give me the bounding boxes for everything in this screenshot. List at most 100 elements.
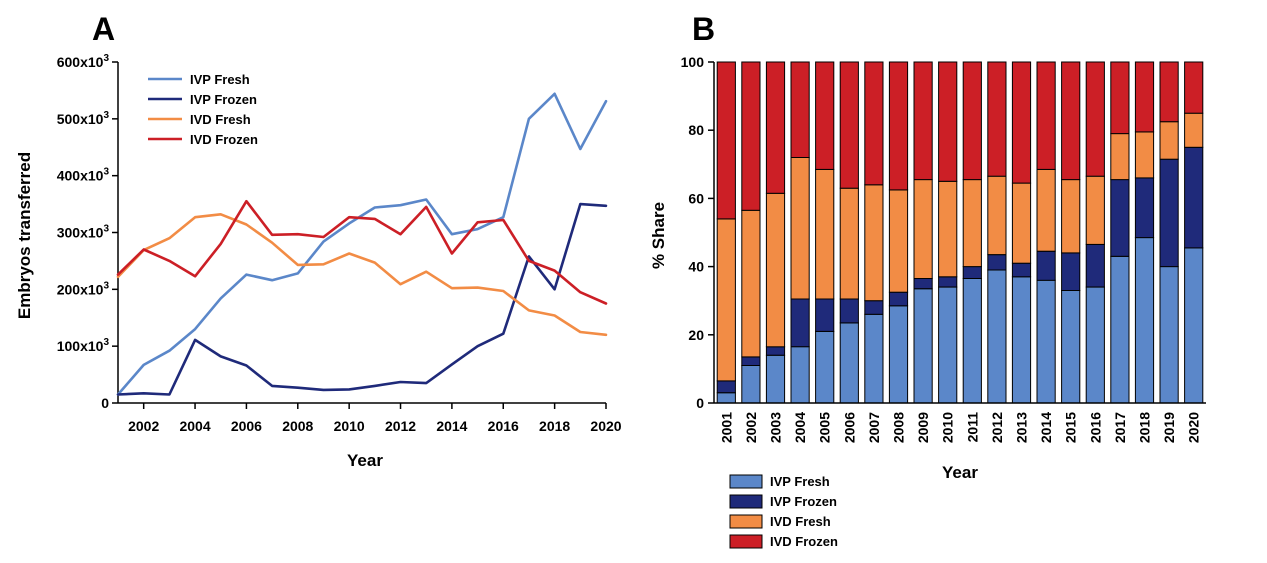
x-tick-label: 2012	[989, 412, 1005, 443]
bar-segment	[1011, 182, 1032, 264]
legend-label: IVP Fresh	[190, 72, 250, 87]
series-line	[116, 199, 608, 305]
bar-segment	[888, 61, 909, 191]
y-tick-label: 400x103	[57, 167, 110, 184]
bar-segment	[1134, 131, 1155, 179]
y-tick-label: 100	[681, 54, 705, 70]
bar-segment	[839, 187, 859, 300]
bar-segment	[1061, 179, 1081, 254]
bar-segment	[864, 61, 884, 186]
bar-segment	[741, 61, 761, 211]
bar-segment	[888, 305, 909, 404]
x-tick-label: 2002	[128, 418, 159, 434]
bar-segment	[913, 61, 933, 181]
bar-segment	[1110, 133, 1130, 181]
y-tick-label: 0	[101, 395, 109, 411]
bar-segment	[1061, 61, 1081, 181]
bar-segment	[1134, 61, 1155, 133]
x-tick-label: 2011	[964, 412, 980, 443]
bar-segment	[1061, 252, 1081, 291]
x-tick-label: 2008	[282, 418, 313, 434]
legend-label: IVD Frozen	[770, 534, 838, 549]
bar-segment	[938, 286, 958, 404]
bar-segment	[938, 61, 958, 182]
bar-segment	[815, 330, 835, 404]
legend-label: IVD Fresh	[770, 514, 831, 529]
bar-segment	[962, 278, 982, 404]
x-tick-label: 2006	[231, 418, 262, 434]
x-tick-label: 2012	[385, 418, 416, 434]
x-tick-label: 2004	[792, 412, 808, 443]
bar-segment	[962, 61, 982, 181]
x-tick-label: 2020	[590, 418, 621, 434]
x-tick-label: 2018	[1137, 412, 1153, 443]
x-axis-title: Year	[347, 451, 383, 470]
bar-segment	[864, 184, 884, 302]
x-tick-label: 2018	[539, 418, 570, 434]
bar-segment	[765, 346, 786, 356]
x-tick-label: 2002	[743, 412, 759, 443]
bar-segment	[1184, 61, 1204, 114]
legend-label: IVP Frozen	[190, 92, 257, 107]
bar-segment	[839, 61, 859, 189]
y-tick-label: 500x103	[57, 110, 110, 127]
x-tick-label: 2014	[436, 418, 467, 434]
panel-a-letter: A	[92, 11, 115, 47]
bar-segment	[1134, 177, 1155, 239]
bar-segment	[815, 298, 835, 332]
bar-segment	[790, 298, 810, 348]
x-tick-label: 2019	[1161, 412, 1177, 443]
bar-segment	[864, 313, 884, 404]
x-tick-label: 2017	[1112, 412, 1128, 443]
bar-segment	[1085, 175, 1105, 245]
bar-segment	[962, 179, 982, 268]
bar-segment	[1011, 276, 1032, 404]
bar-segment	[1085, 243, 1105, 288]
x-tick-label: 2020	[1186, 412, 1202, 443]
bar-segment	[1036, 250, 1056, 281]
x-tick-label: 2016	[488, 418, 519, 434]
legend-swatch	[729, 494, 763, 509]
y-tick-label: 0	[696, 395, 704, 411]
bar-segment	[765, 61, 786, 194]
bar-segment	[1036, 168, 1056, 252]
bar-segment	[1134, 237, 1155, 404]
bar-segment	[815, 61, 835, 170]
bar-segment	[1036, 61, 1056, 170]
bar-segment	[1011, 61, 1032, 184]
x-tick-label: 2010	[940, 412, 956, 443]
bar-segment	[888, 189, 909, 293]
bar-segment	[962, 266, 982, 280]
bar-segment	[741, 356, 761, 366]
y-tick-label: 60	[688, 190, 704, 206]
bar-segment	[741, 365, 761, 404]
bar-segment	[987, 269, 1007, 404]
bar-segment	[790, 61, 810, 158]
series-line	[116, 92, 608, 396]
y-tick-label: 40	[688, 259, 704, 275]
bar-segment	[1159, 121, 1179, 160]
bar-segment	[790, 346, 810, 404]
y-axis-title: Embryos transferred	[15, 152, 34, 319]
bar-segment	[1110, 255, 1130, 404]
x-tick-label: 2013	[1014, 412, 1030, 443]
x-tick-label: 2014	[1038, 412, 1054, 443]
bar-segment	[815, 168, 835, 300]
x-tick-label: 2001	[718, 412, 734, 443]
bar-segment	[1110, 179, 1130, 257]
legend-label: IVP Frozen	[770, 494, 837, 509]
legend-swatch	[729, 534, 763, 549]
bar-segment	[716, 392, 736, 404]
bar-segment	[888, 291, 909, 307]
bar-segment	[716, 380, 736, 394]
series-line	[116, 202, 608, 396]
bar-segment	[913, 278, 933, 290]
legend-swatch	[729, 474, 763, 489]
bar-segment	[1159, 61, 1179, 123]
bar-segment	[765, 354, 786, 404]
bar-segment	[987, 175, 1007, 256]
bar-segment	[1085, 286, 1105, 404]
legend-label: IVP Fresh	[770, 474, 830, 489]
bar-segment	[741, 209, 761, 358]
